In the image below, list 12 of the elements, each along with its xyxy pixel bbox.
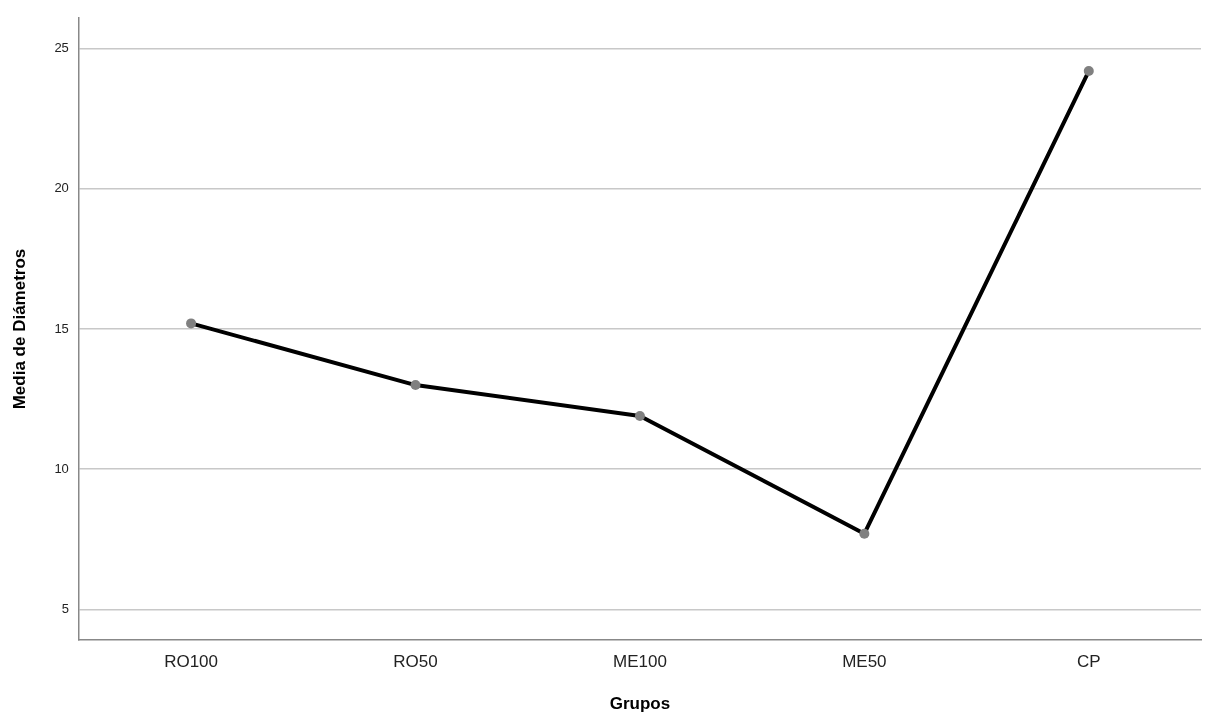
x-tick-label: CP — [1076, 652, 1101, 672]
x-tick-label: ME100 — [612, 652, 667, 672]
x-tick-label: RO50 — [393, 652, 438, 672]
y-tick-label: 15 — [54, 320, 69, 336]
y-tick-label: 25 — [54, 40, 69, 56]
y-tick-label: 5 — [61, 600, 69, 616]
x-tick-label: ME50 — [842, 652, 887, 672]
y-tick-label: 10 — [54, 460, 69, 476]
y-axis-title: Media de Diámetros — [9, 248, 29, 410]
x-axis-title: Grupos — [609, 694, 671, 714]
x-tick-label: RO100 — [164, 652, 219, 672]
y-tick-label: 20 — [54, 180, 69, 196]
